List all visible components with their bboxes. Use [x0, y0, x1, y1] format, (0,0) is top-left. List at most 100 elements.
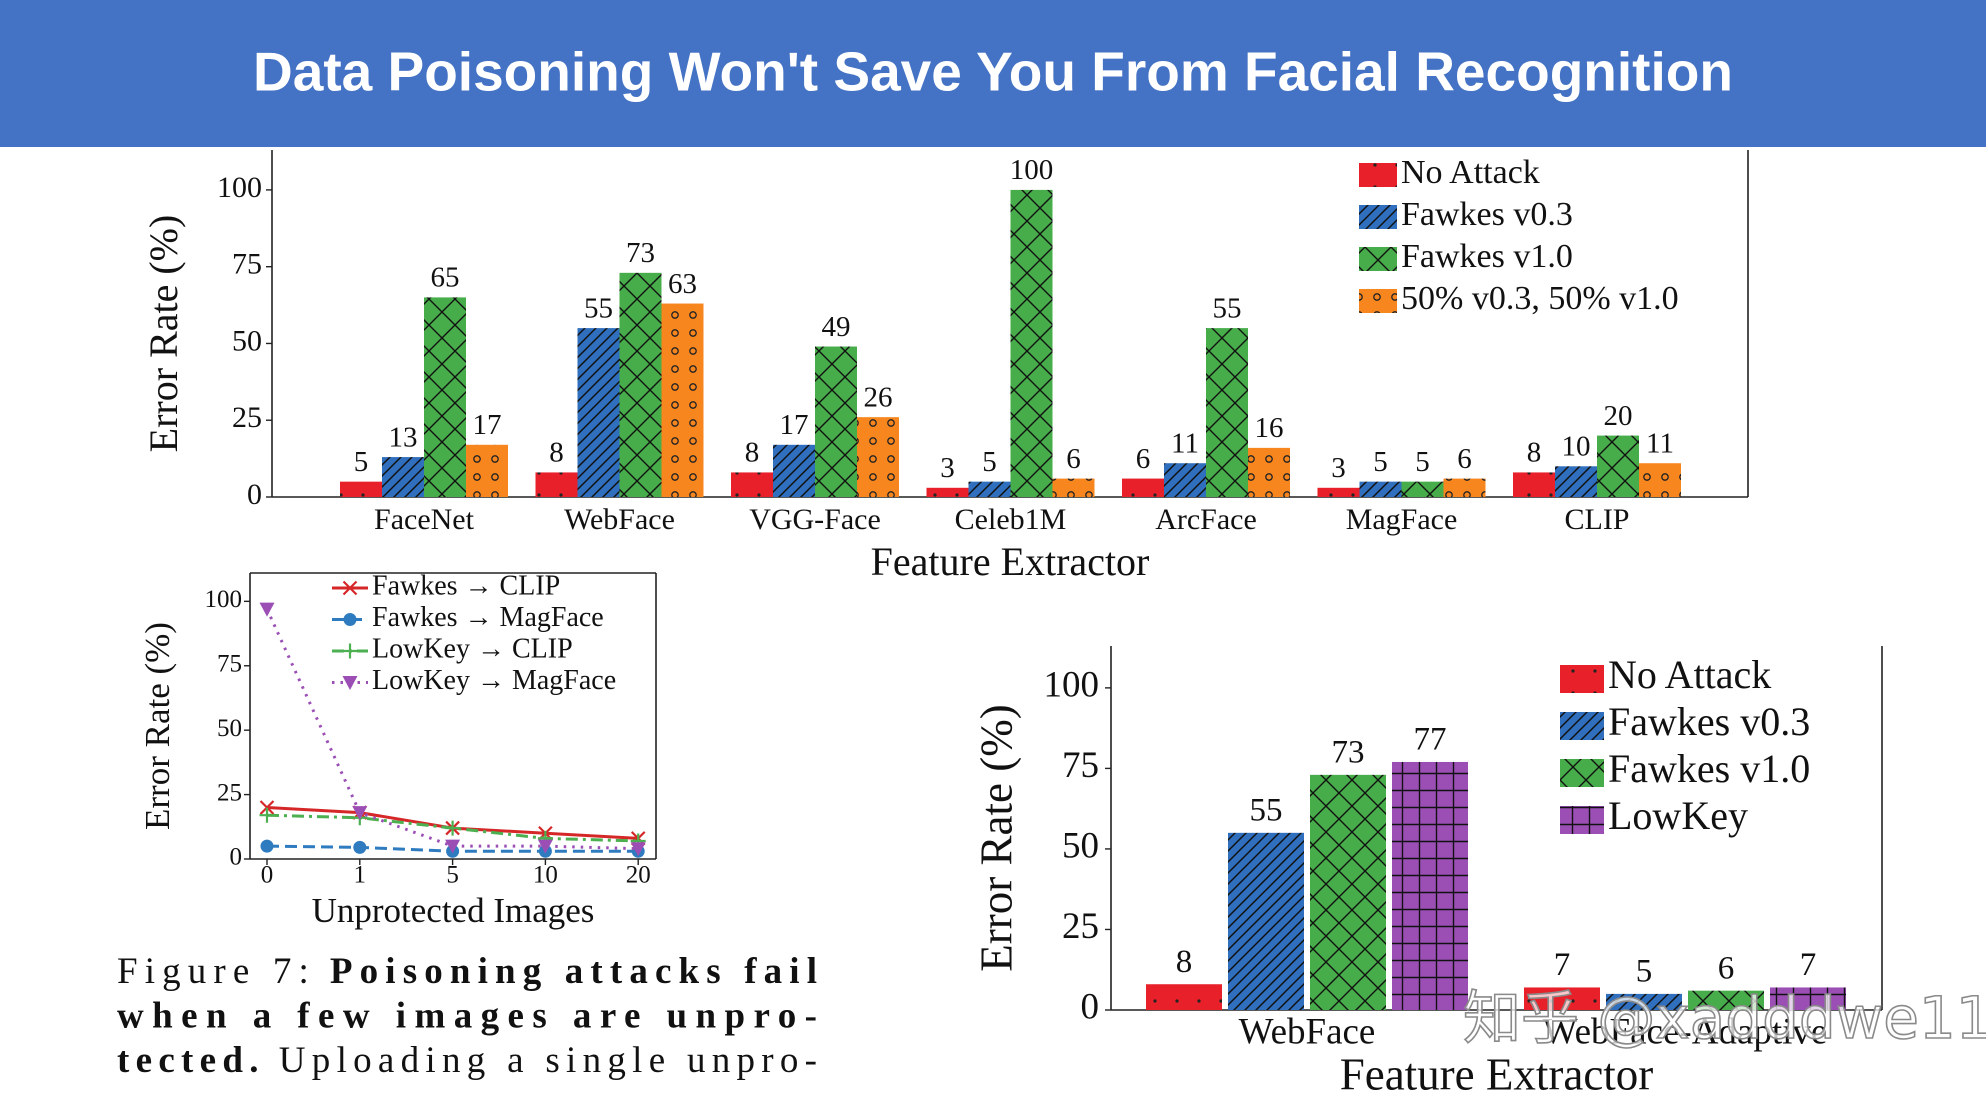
caption-segment: Figure 7:	[117, 951, 309, 992]
line-marker	[260, 839, 274, 853]
x-tick-label: MagFace	[1346, 503, 1458, 536]
legend-label: Fawkes v1.0	[1608, 746, 1810, 791]
legend-marker	[342, 676, 358, 690]
value-label: 7	[1800, 947, 1817, 983]
value-label: 5	[354, 446, 369, 478]
value-label: 100	[1010, 154, 1054, 186]
value-label: 11	[1171, 427, 1199, 459]
line-marker	[445, 820, 461, 836]
line-marker	[537, 839, 553, 854]
bar	[1206, 328, 1248, 497]
bar	[815, 346, 857, 497]
bar	[1524, 987, 1600, 1010]
value-label: 3	[940, 452, 955, 484]
y-tick-label: 50	[217, 715, 242, 742]
value-label: 55	[584, 292, 613, 324]
value-label: 77	[1414, 722, 1447, 758]
y-tick-label: 100	[217, 171, 262, 204]
line-marker	[445, 839, 461, 854]
bar	[577, 328, 620, 497]
bar	[1606, 993, 1682, 1010]
bar	[619, 272, 662, 497]
y-tick-label: 100	[1044, 664, 1100, 705]
legend-label: Fawkes → CLIP	[372, 570, 560, 601]
legend-label: Fawkes → MagFace	[372, 602, 604, 633]
x-tick-label: 0	[261, 862, 274, 889]
x-tick-label: WebFace	[1239, 1011, 1376, 1052]
legend-marker	[342, 643, 358, 659]
legend-label: LowKey → MagFace	[372, 665, 616, 696]
value-label: 8	[1527, 437, 1542, 469]
title-bar	[0, 0, 1986, 147]
bar	[535, 472, 578, 497]
bar	[731, 472, 773, 497]
value-label: 26	[864, 381, 893, 413]
y-axis-label: Error Rate (%)	[971, 704, 1021, 971]
value-label: 13	[389, 421, 418, 453]
watermark: 知乎 @xadddwe11	[1463, 984, 1986, 1052]
bar	[382, 457, 424, 497]
x-tick-label: VGG-Face	[749, 503, 881, 536]
y-tick-label: 0	[230, 844, 243, 871]
line-marker	[353, 840, 367, 854]
bar	[1443, 478, 1486, 497]
caption-line: when a few images are unpro-	[117, 996, 817, 1037]
x-tick-label: Celeb1M	[955, 503, 1067, 536]
bar	[1688, 990, 1764, 1010]
value-label: 6	[1457, 443, 1472, 475]
y-tick-label: 50	[232, 324, 262, 357]
value-label: 11	[1646, 427, 1674, 459]
bar	[1228, 832, 1304, 1010]
bar	[661, 303, 704, 497]
value-label: 73	[1332, 735, 1365, 771]
bar	[968, 481, 1011, 497]
value-label: 6	[1718, 950, 1735, 986]
x-tick-label: 20	[626, 862, 651, 889]
value-label: 63	[668, 268, 697, 300]
legend-label: Fawkes v0.3	[1401, 196, 1573, 233]
legend-label: LowKey → CLIP	[372, 633, 573, 664]
bar	[1770, 987, 1846, 1010]
legend-swatch	[1560, 759, 1604, 787]
value-label: 7	[1554, 947, 1571, 983]
value-label: 17	[780, 409, 809, 441]
y-tick-label: 25	[217, 779, 242, 806]
y-tick-label: 25	[232, 401, 262, 434]
value-label: 5	[982, 446, 997, 478]
bar	[424, 297, 466, 497]
line-marker	[259, 800, 275, 815]
slide-title: Data Poisoning Won't Save You From Facia…	[253, 41, 1733, 103]
bar	[1401, 481, 1444, 497]
x-tick-label: WebFace-Adaptive	[1543, 1011, 1828, 1052]
y-tick-label: 0	[247, 478, 262, 511]
caption-segment: Poisoning attacks fail	[330, 951, 817, 992]
bar	[1317, 487, 1360, 497]
bar	[1392, 761, 1468, 1010]
value-label: 65	[431, 262, 460, 294]
caption-segment: when a few images are unpro-	[117, 996, 817, 1037]
x-tick-label: 10	[533, 862, 558, 889]
legend-marker	[342, 580, 358, 596]
y-tick-label: 75	[217, 650, 242, 677]
legend-label: 50% v0.3, 50% v1.0	[1401, 280, 1679, 317]
y-axis-label: Error Rate (%)	[138, 622, 177, 830]
x-tick-label: 5	[446, 862, 459, 889]
value-label: 55	[1250, 793, 1283, 829]
x-axis-label: Unprotected Images	[312, 891, 595, 930]
bar	[1597, 435, 1639, 497]
bar	[1248, 447, 1290, 497]
y-tick-label: 0	[1081, 986, 1100, 1027]
legend-swatch	[1359, 289, 1397, 313]
bar	[857, 417, 899, 497]
caption-segment: tected.	[117, 1040, 258, 1081]
value-label: 5	[1415, 446, 1430, 478]
y-tick-label: 100	[205, 586, 243, 613]
bar	[1639, 463, 1681, 497]
bar	[1122, 478, 1164, 497]
value-label: 6	[1066, 443, 1081, 475]
value-label: 17	[473, 409, 502, 441]
value-label: 16	[1255, 412, 1284, 444]
value-label: 5	[1636, 954, 1653, 990]
legend-label: Fawkes v1.0	[1401, 238, 1573, 275]
